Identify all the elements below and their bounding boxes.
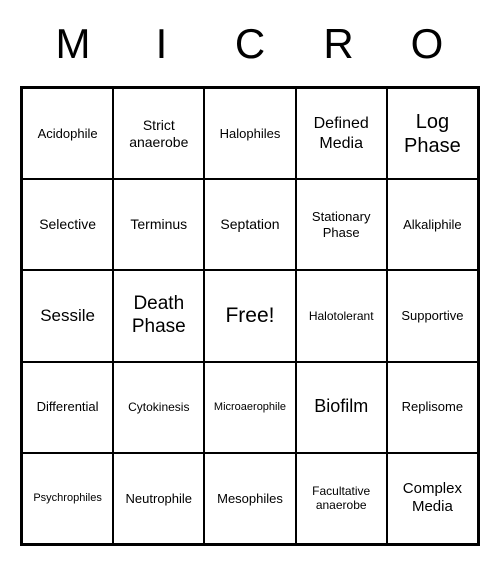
bingo-cell[interactable]: Sessile bbox=[22, 270, 113, 361]
bingo-cell[interactable]: Complex Media bbox=[387, 453, 478, 544]
bingo-card: M I C R O Acidophile Strict anaerobe Halop… bbox=[20, 20, 480, 546]
header-letter-i: I bbox=[137, 20, 187, 68]
bingo-cell[interactable]: Psychrophiles bbox=[22, 453, 113, 544]
cell-label: Halophiles bbox=[220, 126, 281, 142]
header-letter-r: R bbox=[314, 20, 364, 68]
bingo-cell[interactable]: Facultative anaerobe bbox=[296, 453, 387, 544]
bingo-cell[interactable]: Death Phase bbox=[113, 270, 204, 361]
bingo-cell[interactable]: Supportive bbox=[387, 270, 478, 361]
bingo-cell[interactable]: Free! bbox=[204, 270, 295, 361]
cell-label: Supportive bbox=[401, 308, 463, 324]
cell-label: Mesophiles bbox=[217, 491, 283, 507]
bingo-cell[interactable]: Defined Media bbox=[296, 88, 387, 179]
bingo-cell[interactable]: Biofilm bbox=[296, 362, 387, 453]
bingo-cell[interactable]: Log Phase bbox=[387, 88, 478, 179]
cell-label: Biofilm bbox=[314, 396, 368, 418]
cell-label: Psychrophiles bbox=[33, 492, 101, 505]
bingo-cell[interactable]: Mesophiles bbox=[204, 453, 295, 544]
bingo-header: M I C R O bbox=[20, 20, 480, 86]
cell-label: Halotolerant bbox=[309, 309, 374, 323]
cell-label: Septation bbox=[220, 216, 279, 233]
cell-label: Stationary Phase bbox=[301, 209, 382, 240]
cell-label: Selective bbox=[39, 216, 96, 233]
cell-label: Neutrophile bbox=[126, 491, 193, 507]
bingo-grid: Acidophile Strict anaerobe Halophiles Defin… bbox=[20, 86, 480, 546]
cell-label: Death Phase bbox=[118, 293, 199, 339]
cell-label: Defined Media bbox=[301, 114, 382, 152]
bingo-cell[interactable]: Septation bbox=[204, 179, 295, 270]
header-letter-m: M bbox=[48, 20, 98, 68]
header-letter-c: C bbox=[225, 20, 275, 68]
cell-label: Terminus bbox=[130, 216, 187, 233]
cell-label: Cytokinesis bbox=[128, 400, 189, 414]
bingo-cell[interactable]: Halophiles bbox=[204, 88, 295, 179]
bingo-cell[interactable]: Stationary Phase bbox=[296, 179, 387, 270]
bingo-cell[interactable]: Cytokinesis bbox=[113, 362, 204, 453]
cell-label: Differential bbox=[37, 399, 99, 415]
bingo-cell[interactable]: Terminus bbox=[113, 179, 204, 270]
bingo-cell[interactable]: Replisome bbox=[387, 362, 478, 453]
bingo-cell[interactable]: Differential bbox=[22, 362, 113, 453]
bingo-cell[interactable]: Alkaliphile bbox=[387, 179, 478, 270]
bingo-cell[interactable]: Microaerophile bbox=[204, 362, 295, 453]
cell-label: Replisome bbox=[402, 399, 463, 415]
bingo-cell[interactable]: Acidophile bbox=[22, 88, 113, 179]
cell-label: Free! bbox=[225, 303, 274, 328]
cell-label: Acidophile bbox=[38, 126, 98, 142]
cell-label: Log Phase bbox=[392, 110, 473, 158]
cell-label: Sessile bbox=[40, 306, 95, 326]
bingo-cell[interactable]: Neutrophile bbox=[113, 453, 204, 544]
header-letter-o: O bbox=[402, 20, 452, 68]
bingo-cell[interactable]: Strict anaerobe bbox=[113, 88, 204, 179]
cell-label: Alkaliphile bbox=[403, 217, 462, 233]
bingo-cell[interactable]: Selective bbox=[22, 179, 113, 270]
bingo-cell[interactable]: Halotolerant bbox=[296, 270, 387, 361]
cell-label: Facultative anaerobe bbox=[301, 484, 382, 513]
cell-label: Microaerophile bbox=[214, 401, 286, 414]
cell-label: Complex Media bbox=[392, 480, 473, 516]
cell-label: Strict anaerobe bbox=[118, 117, 199, 151]
